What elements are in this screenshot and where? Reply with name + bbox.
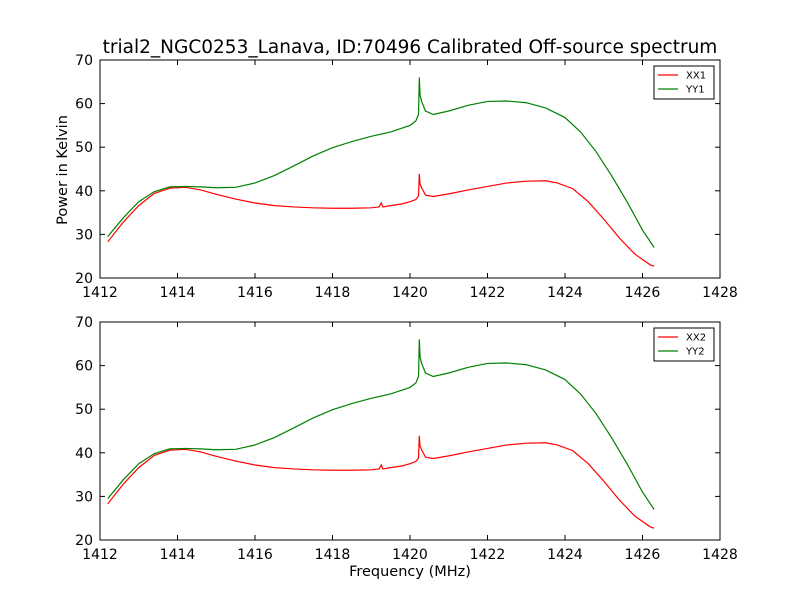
y-tick-label: 40 (75, 446, 93, 462)
y-tick-label: 70 (75, 53, 93, 69)
x-tick-label: 1416 (237, 285, 273, 301)
y-tick-label: 60 (75, 359, 93, 375)
x-tick-label: 1428 (702, 547, 738, 563)
y-tick-label: 70 (75, 315, 93, 331)
y-tick-label: 60 (75, 97, 93, 113)
y-tick-label: 30 (75, 227, 93, 243)
y-tick-label: 50 (75, 402, 93, 418)
legend-label-yy1: YY1 (685, 85, 705, 96)
x-tick-label: 1424 (547, 285, 583, 301)
x-tick-label: 1412 (82, 285, 118, 301)
legend-label-yy2: YY2 (685, 347, 705, 358)
series-line-yy1 (107, 77, 655, 248)
x-tick-label: 1414 (160, 547, 196, 563)
y-tick-label: 20 (75, 271, 93, 287)
x-tick-label: 1426 (625, 285, 661, 301)
legend-box (653, 65, 715, 100)
subplot-1: 1412 1414 1416 1418 1420 1422 1424 1426 1428 20 30… (75, 53, 738, 301)
legend-label-xx1: XX1 (686, 71, 706, 82)
x-tick-label: 1416 (237, 547, 273, 563)
x-tick-label: 1422 (470, 547, 506, 563)
legend-label-xx2: XX2 (686, 333, 706, 344)
y-tick-label: 50 (75, 140, 93, 156)
x-tick-label: 1414 (160, 285, 196, 301)
figure-title: trial2_NGC0253_Lanava, ID:70496 Calibrat… (103, 37, 718, 58)
x-tick-label: 1418 (315, 285, 351, 301)
series-line-xx2 (107, 435, 655, 529)
legend-box (653, 327, 715, 362)
y-axis-label: Power in Kelvin (55, 115, 71, 225)
subplot-2: 1412 1414 1416 1418 1420 1422 1424 1426 1428 20 30… (75, 315, 738, 563)
y-tick-label: 30 (75, 489, 93, 505)
x-tick-label: 1420 (392, 547, 428, 563)
y-tick-label: 20 (75, 533, 93, 549)
x-tick-label: 1422 (470, 285, 506, 301)
x-tick-label: 1420 (392, 285, 428, 301)
x-tick-label: 1418 (315, 547, 351, 563)
subplots: 1412 1414 1416 1418 1420 1422 1424 1426 1428 20 30… (75, 53, 738, 563)
x-tick-label: 1426 (625, 547, 661, 563)
y-tick-label: 40 (75, 184, 93, 200)
x-tick-label: 1428 (702, 285, 738, 301)
series-line-xx1 (107, 173, 655, 267)
x-tick-label: 1412 (82, 547, 118, 563)
x-tick-label: 1424 (547, 547, 583, 563)
x-axis-label: Frequency (MHz) (349, 564, 471, 580)
series-line-yy2 (107, 339, 655, 510)
